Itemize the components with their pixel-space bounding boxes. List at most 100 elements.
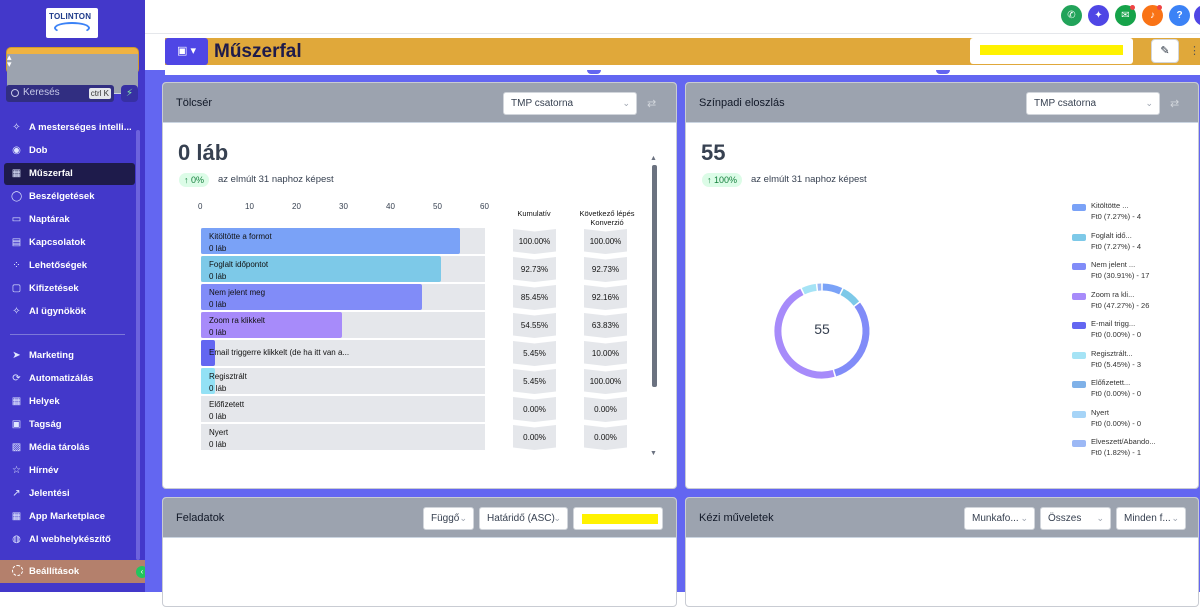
edit-pencil-icon[interactable]: ✎ (1151, 39, 1179, 63)
axis-tick-label: 20 (292, 202, 301, 211)
stage-compare-text: az elmúlt 31 naphoz képest (751, 174, 867, 185)
tasks-status-select[interactable]: Függő⌄ (423, 507, 474, 530)
funnel-row[interactable]: Email triggerre klikkelt (de ha itt van … (201, 340, 485, 366)
next-step-value: 10.00% (584, 341, 627, 366)
phone-icon[interactable]: ✆ (1061, 5, 1082, 26)
sidebar-item[interactable]: ▭Naptárak (0, 209, 140, 231)
megaphone-icon[interactable]: ✉ (1115, 5, 1136, 26)
strip-notch (587, 70, 601, 74)
sidebar-item[interactable]: ◯Beszélgetések (0, 186, 140, 208)
sidebar-item[interactable]: ◍AI webhelykészítő (0, 529, 140, 551)
legend-swatch (1072, 440, 1086, 447)
stage-name: Foglalt időpontot (209, 260, 268, 269)
grid-icon: ▦ (11, 511, 22, 522)
sidebar-item[interactable]: ▦Műszerfal (4, 163, 135, 185)
legend-value: Ft0 (47.27%) - 26 (1091, 301, 1149, 310)
legend-item[interactable]: Foglalt idő...Ft0 (7.27%) - 4 (1072, 231, 1199, 260)
sidebar-item[interactable]: ➤Marketing (0, 345, 140, 367)
stage-count: 0 láb (209, 272, 226, 281)
sidebar-item[interactable]: ⟳Automatizálás (0, 368, 140, 390)
sidebar-item[interactable]: ☆Hírnév (0, 460, 140, 482)
donut-segment[interactable] (842, 292, 856, 304)
scroll-up-icon[interactable]: ▲ (650, 155, 657, 162)
sidebar-item[interactable]: ⁘Lehetőségek (0, 255, 140, 277)
funnel-row[interactable]: Foglalt időpontot 0 láb (201, 256, 485, 282)
sidebar-scrollbar[interactable] (136, 130, 140, 560)
sidebar-item[interactable]: ▦App Marketplace (0, 506, 140, 528)
legend-item[interactable]: Előfizetett...Ft0 (0.00%) - 0 (1072, 378, 1199, 407)
membership-icon: ▣ (11, 419, 22, 430)
top-bar: ✆ ✦ ✉ ♪ ? (145, 0, 1200, 34)
legend-value: Ft0 (30.91%) - 17 (1091, 271, 1149, 280)
cumulative-value: 54.55% (513, 313, 556, 338)
account-switcher[interactable]: ▴▾ (6, 47, 139, 74)
company-logo[interactable]: TOLINTON (46, 8, 98, 38)
dashboard-icon: ▦ (11, 168, 22, 179)
sidebar-item-settings[interactable]: Beállítások‹ (0, 560, 145, 583)
tasks-title: Feladatok (176, 512, 224, 524)
next-step-value: 0.00% (584, 425, 627, 450)
page-header: ▣ ▾ Műszerfal ✎ ⋮ (145, 34, 1200, 70)
legend-swatch (1072, 411, 1086, 418)
legend-item[interactable]: Regisztrált...Ft0 (5.45%) - 3 (1072, 349, 1199, 378)
funnel-scrollbar[interactable] (652, 165, 657, 387)
quick-action-bolt-icon[interactable]: ⚡ (121, 85, 138, 102)
legend-item[interactable]: Kitöltötte ...Ft0 (7.27%) - 4 (1072, 201, 1199, 230)
ai-assistant-icon[interactable]: ✦ (1088, 5, 1109, 26)
legend-value: Ft0 (7.27%) - 4 (1091, 242, 1141, 251)
sidebar-item[interactable]: ▨Média tárolás (0, 437, 140, 459)
page-title: Műszerfal (214, 41, 302, 63)
sidebar-item[interactable]: ▣Tagság (0, 414, 140, 436)
legend-value: Ft0 (5.45%) - 3 (1091, 360, 1141, 369)
user-avatar[interactable] (1194, 5, 1200, 26)
sidebar-item[interactable]: ◉Dob (0, 140, 140, 162)
legend-item[interactable]: Nem jelent ...Ft0 (30.91%) - 17 (1072, 260, 1199, 289)
type-select[interactable]: Minden f...⌄ (1116, 507, 1186, 530)
chat-icon: ◯ (11, 191, 22, 202)
swap-icon[interactable]: ⇄ (647, 97, 656, 110)
more-vertical-icon[interactable]: ⋮ (1189, 44, 1200, 57)
sidebar-item[interactable]: ▢Kifizetések (0, 278, 140, 300)
donut-segment[interactable] (803, 287, 816, 291)
funnel-title: Tölcsér (176, 97, 212, 109)
notification-dot (1157, 5, 1162, 10)
legend-item[interactable]: Zoom ra kli...Ft0 (47.27%) - 26 (1072, 290, 1199, 319)
stage-pipeline-select[interactable]: TMP csatorna⌄ (1026, 92, 1160, 115)
legend-item[interactable]: Elveszett/Abando...Ft0 (1.82%) - 1 (1072, 437, 1199, 466)
dashboard-switcher-button[interactable]: ▣ ▾ (165, 38, 208, 65)
sidebar-item[interactable]: ✧A mesterséges intelli... (0, 117, 140, 139)
workflow-select[interactable]: Munkafo...⌄ (964, 507, 1035, 530)
donut-segment[interactable] (835, 305, 866, 373)
tasks-sort-select[interactable]: Határidő (ASC)⌄ (479, 507, 568, 530)
legend-label: Nyert (1091, 408, 1109, 417)
strip-notch (936, 70, 950, 74)
axis-tick-label: 0 (198, 202, 202, 211)
sidebar-item[interactable]: ▤Kapcsolatok (0, 232, 140, 254)
legend-label: E-mail trigg... (1091, 319, 1135, 328)
stage-name: Nyert (209, 428, 228, 437)
stage-name: Kitöltötte a formot (209, 232, 272, 241)
scroll-down-icon[interactable]: ▼ (650, 450, 657, 457)
sidebar-item[interactable]: ▦Helyek (0, 391, 140, 413)
sidebar-item[interactable]: ↗Jelentési (0, 483, 140, 505)
dashboard-select-redacted[interactable] (970, 38, 1133, 64)
sidebar-item[interactable]: ✧AI ügynökök (0, 301, 140, 323)
bell-icon[interactable]: ♪ (1142, 5, 1163, 26)
donut-segment[interactable] (823, 287, 841, 291)
funnel-pipeline-select[interactable]: TMP csatorna⌄ (503, 92, 637, 115)
legend-item[interactable]: E-mail trigg...Ft0 (0.00%) - 0 (1072, 319, 1199, 348)
help-icon[interactable]: ? (1169, 5, 1190, 26)
tasks-assignee-select-redacted[interactable] (573, 507, 663, 530)
header-strip (165, 70, 1200, 75)
scope-select[interactable]: Összes⌄ (1040, 507, 1111, 530)
image-icon: ▨ (11, 442, 22, 453)
swap-icon[interactable]: ⇄ (1170, 97, 1179, 110)
